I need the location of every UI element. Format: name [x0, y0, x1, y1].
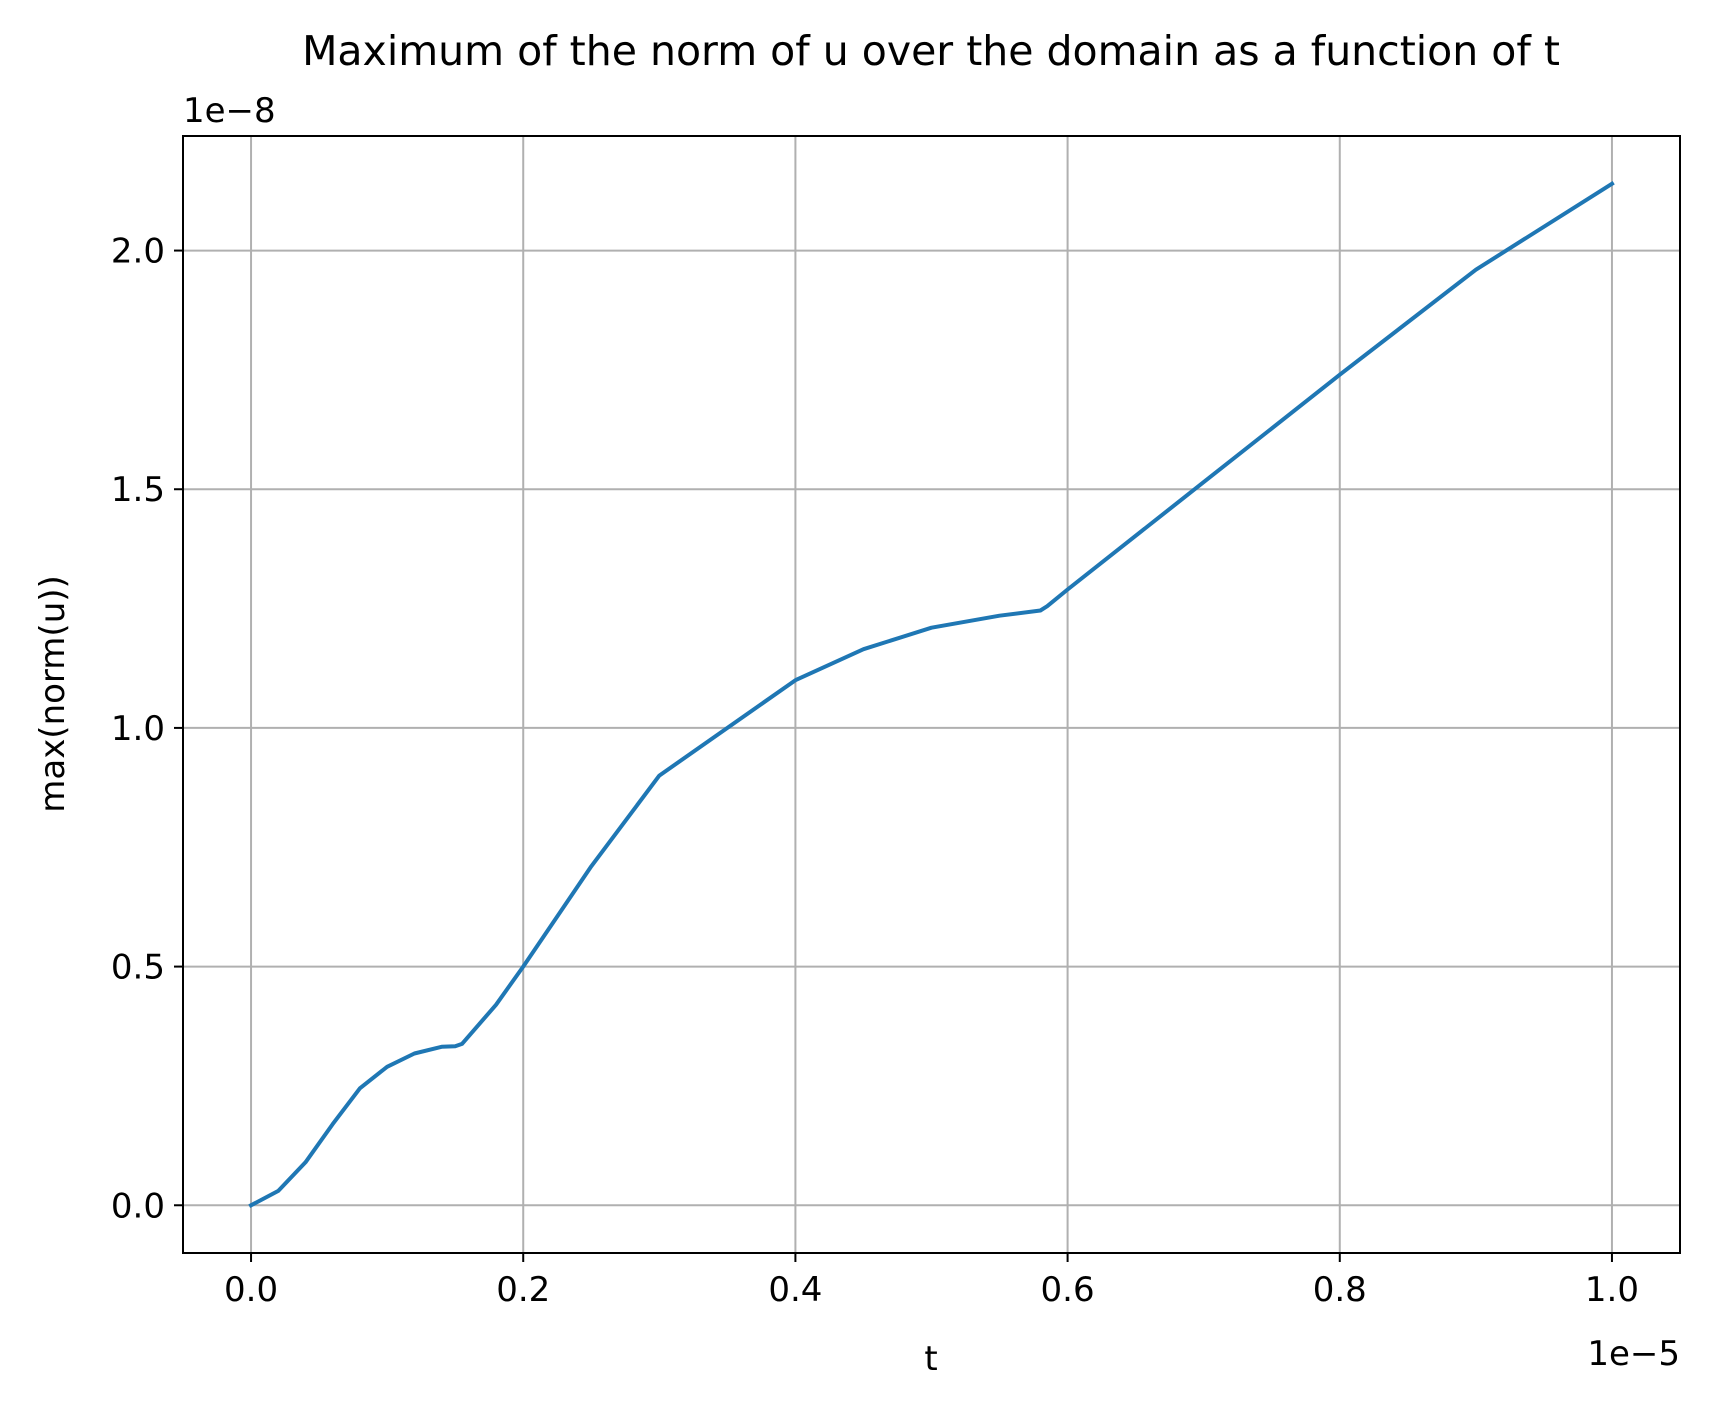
y-tick-label: 2.0 [111, 232, 165, 272]
x-tick-label: 0.4 [768, 1270, 822, 1310]
chart-title: Maximum of the norm of u over the domain… [302, 27, 1560, 75]
y-tick-label: 1.0 [111, 709, 165, 749]
x-tick-label: 1.0 [1585, 1270, 1639, 1310]
series-layer [248, 180, 1615, 1209]
plot-frame [182, 135, 1681, 1254]
y-tick-label: 0.0 [111, 1186, 165, 1226]
y-tick-label: 0.5 [111, 948, 165, 988]
x-tick-label: 0.2 [496, 1270, 550, 1310]
x-offset-text: 1e−5 [1587, 1334, 1680, 1374]
x-tick-label: 0.0 [224, 1270, 278, 1310]
series-line [248, 180, 1615, 1209]
y-offset-text: 1e−8 [183, 91, 276, 131]
y-axis-label: max(norm(u)) [33, 575, 73, 813]
grid [183, 136, 1680, 1253]
x-tick-label: 0.8 [1313, 1270, 1367, 1310]
ticks: 0.0 0.2 0.4 0.6 0.8 1.0 0.0 0.5 1.0 1.5 2.0 [111, 232, 1639, 1310]
x-axis-label: t [924, 1339, 937, 1379]
y-tick-label: 1.5 [111, 470, 165, 510]
x-tick-label: 0.6 [1041, 1270, 1095, 1310]
